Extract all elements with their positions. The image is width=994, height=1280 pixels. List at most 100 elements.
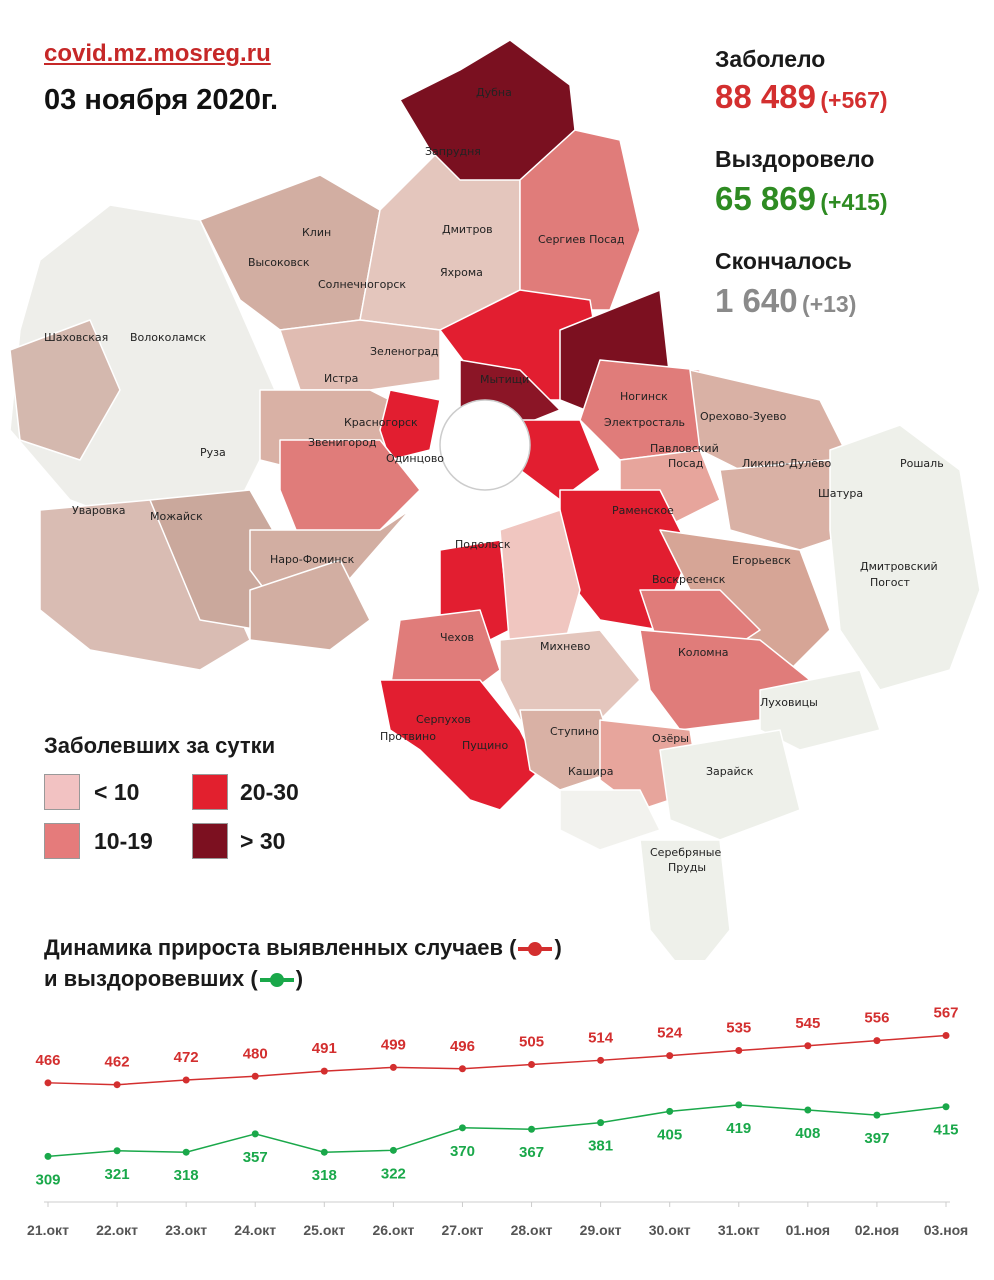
legend-label-gt30: > 30	[240, 828, 286, 854]
dynamics-title-line2-end: )	[295, 966, 304, 991]
svg-text:Луховицы: Луховицы	[760, 696, 818, 709]
series-1-point	[320, 1148, 328, 1156]
series-1-point	[942, 1103, 950, 1111]
deceased-delta: (+13)	[802, 291, 857, 317]
svg-text:Звенигород: Звенигород	[308, 436, 377, 449]
map-domodedovo	[499, 509, 581, 661]
series-0-point	[597, 1056, 605, 1064]
series-1-point	[597, 1119, 605, 1127]
svg-text:Шаховская: Шаховская	[44, 331, 108, 344]
x-tick-label: 21.окт	[27, 1222, 69, 1238]
series-0-point	[666, 1052, 674, 1060]
series-0-point	[389, 1063, 397, 1071]
series-line-0	[47, 1034, 947, 1086]
svg-text:Зарайск: Зарайск	[706, 765, 754, 778]
legend-swatch-20-30	[192, 774, 228, 810]
svg-text:Одинцово: Одинцово	[386, 452, 444, 465]
infected-block: 88 489 (+567)	[715, 78, 888, 116]
series-1-data-label: 367	[519, 1144, 544, 1161]
map-lukhovitsy	[759, 669, 881, 751]
dynamics-title-line1: Динамика прироста выявленных случаев (	[44, 935, 517, 960]
svg-text:Шатура: Шатура	[818, 487, 863, 500]
svg-text:Воскресенск: Воскресенск	[652, 573, 726, 586]
series-0-data-label: 556	[864, 1010, 889, 1027]
svg-text:Пущино: Пущино	[462, 739, 508, 752]
recovered-delta: (+415)	[820, 189, 888, 215]
svg-text:Дубна: Дубна	[476, 86, 512, 99]
svg-text:Истра: Истра	[324, 372, 358, 385]
deceased-label: Скончалось	[715, 248, 852, 274]
series-0-data-label: 466	[35, 1052, 60, 1069]
svg-text:Волоколамск: Волоколамск	[130, 331, 207, 344]
region-map: Дубна Запрудня Дмитров Сергиев Посад Кли…	[9, 39, 981, 960]
x-tick-label: 29.окт	[580, 1222, 622, 1238]
svg-text:Мытищи: Мытищи	[480, 373, 529, 386]
x-tick-label: 23.окт	[165, 1222, 207, 1238]
map-naro-fominsk	[249, 559, 371, 651]
infected-delta: (+567)	[820, 87, 888, 113]
legend-swatch-lt10	[44, 774, 80, 810]
series-0-data-label: 496	[450, 1038, 475, 1055]
series-0-point	[320, 1067, 328, 1075]
map-likino	[719, 459, 861, 551]
x-tick-label: 25.окт	[303, 1222, 345, 1238]
source-link[interactable]: covid.mz.mosreg.ru	[44, 40, 271, 67]
svg-text:Посад: Посад	[668, 457, 704, 470]
series-0-data-label: 462	[105, 1054, 130, 1071]
svg-text:Серебряные: Серебряные	[650, 846, 721, 859]
svg-text:Озёры: Озёры	[652, 732, 689, 745]
x-tick-label: 28.окт	[511, 1222, 553, 1238]
svg-text:Можайск: Можайск	[150, 510, 203, 523]
dynamics-title: Динамика прироста выявленных случаев () …	[44, 932, 562, 994]
map-zaraysk	[659, 729, 801, 841]
series-1-point	[182, 1148, 190, 1156]
x-tick-label: 24.окт	[234, 1222, 276, 1238]
svg-text:Кашира: Кашира	[568, 765, 614, 778]
legend-label-lt10: < 10	[94, 779, 140, 805]
series-line-1	[47, 1104, 947, 1158]
series-0-data-label: 514	[588, 1029, 614, 1046]
chart-layer: 466 462 472 480 491 499 496 505 514 524 535 545 556 5…	[27, 1004, 968, 1238]
svg-text:Яхрома: Яхрома	[440, 266, 483, 279]
series-0-data-label: 567	[933, 1004, 958, 1021]
series-1-data-label: 318	[312, 1167, 337, 1184]
series-1-data-label: 405	[657, 1126, 682, 1143]
city-labels: Дубна Запрудня Дмитров Сергиев Посад Кли…	[44, 86, 944, 874]
svg-text:Высоковск: Высоковск	[248, 256, 310, 269]
svg-text:Сергиев Посад: Сергиев Посад	[538, 233, 625, 246]
svg-text:Серпухов: Серпухов	[416, 713, 471, 726]
map-kashira	[559, 789, 661, 851]
series-0-data-label: 499	[381, 1036, 406, 1053]
svg-text:Дмитров: Дмитров	[442, 223, 493, 236]
series-1-point	[804, 1106, 812, 1114]
green-series-marker-icon	[259, 973, 294, 988]
series-0-data-label: 491	[312, 1040, 337, 1057]
red-series-marker-icon	[518, 942, 553, 957]
series-1-point	[528, 1125, 536, 1133]
legend-label-20-30: 20-30	[240, 779, 299, 805]
series-0-point	[251, 1072, 259, 1080]
svg-text:Михнево: Михнево	[540, 640, 591, 653]
series-1-data-label: 321	[105, 1166, 130, 1183]
infected-value: 88 489	[715, 78, 816, 115]
series-0-point	[735, 1046, 743, 1054]
x-tick-label: 01.ноя	[786, 1222, 830, 1238]
svg-text:Раменское: Раменское	[612, 504, 674, 517]
series-0-data-label: 535	[726, 1019, 751, 1036]
recovered-value: 65 869	[715, 180, 816, 217]
map-shatura	[829, 424, 981, 691]
svg-text:Ликино-Дулёво: Ликино-Дулёво	[742, 457, 831, 470]
series-1-point	[873, 1111, 881, 1119]
svg-text:Подольск: Подольск	[455, 538, 511, 551]
map-serpukhov	[379, 679, 541, 811]
series-1-data-label: 381	[588, 1138, 613, 1155]
x-tick-label: 02.ноя	[855, 1222, 899, 1238]
x-tick-label: 27.окт	[442, 1222, 484, 1238]
series-1-data-label: 357	[243, 1149, 268, 1166]
svg-text:Дмитровский: Дмитровский	[860, 560, 938, 573]
svg-text:Пруды: Пруды	[668, 861, 706, 874]
series-0-data-label: 505	[519, 1034, 544, 1051]
svg-text:Зеленоград: Зеленоград	[370, 345, 439, 358]
svg-text:Ногинск: Ногинск	[620, 390, 668, 403]
map-krasnogorsk	[379, 389, 441, 461]
